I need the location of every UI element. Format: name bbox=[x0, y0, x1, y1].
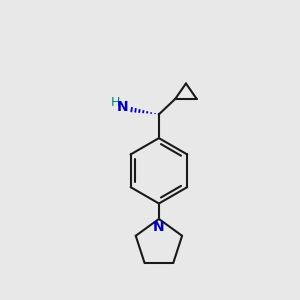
Text: N: N bbox=[153, 220, 165, 234]
Text: H: H bbox=[110, 96, 120, 109]
Text: N: N bbox=[116, 100, 128, 115]
